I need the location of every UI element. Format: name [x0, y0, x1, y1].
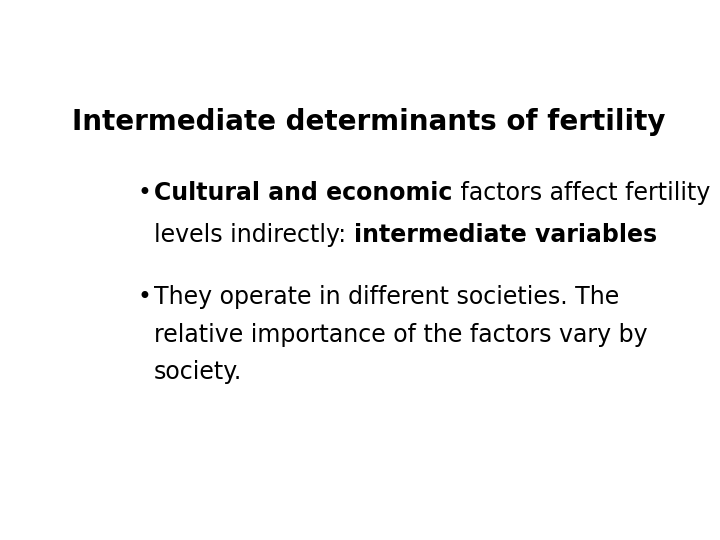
Text: •: •	[138, 181, 151, 205]
Text: They operate in different societies. The: They operate in different societies. The	[154, 285, 619, 309]
Text: society.: society.	[154, 360, 243, 384]
Text: Cultural and economic: Cultural and economic	[154, 181, 453, 205]
Text: Intermediate determinants of fertility: Intermediate determinants of fertility	[72, 109, 666, 137]
Text: intermediate variables: intermediate variables	[354, 223, 657, 247]
Text: factors affect fertility: factors affect fertility	[453, 181, 710, 205]
Text: •: •	[138, 285, 151, 309]
Text: relative importance of the factors vary by: relative importance of the factors vary …	[154, 322, 648, 347]
Text: levels indirectly:: levels indirectly:	[154, 223, 354, 247]
